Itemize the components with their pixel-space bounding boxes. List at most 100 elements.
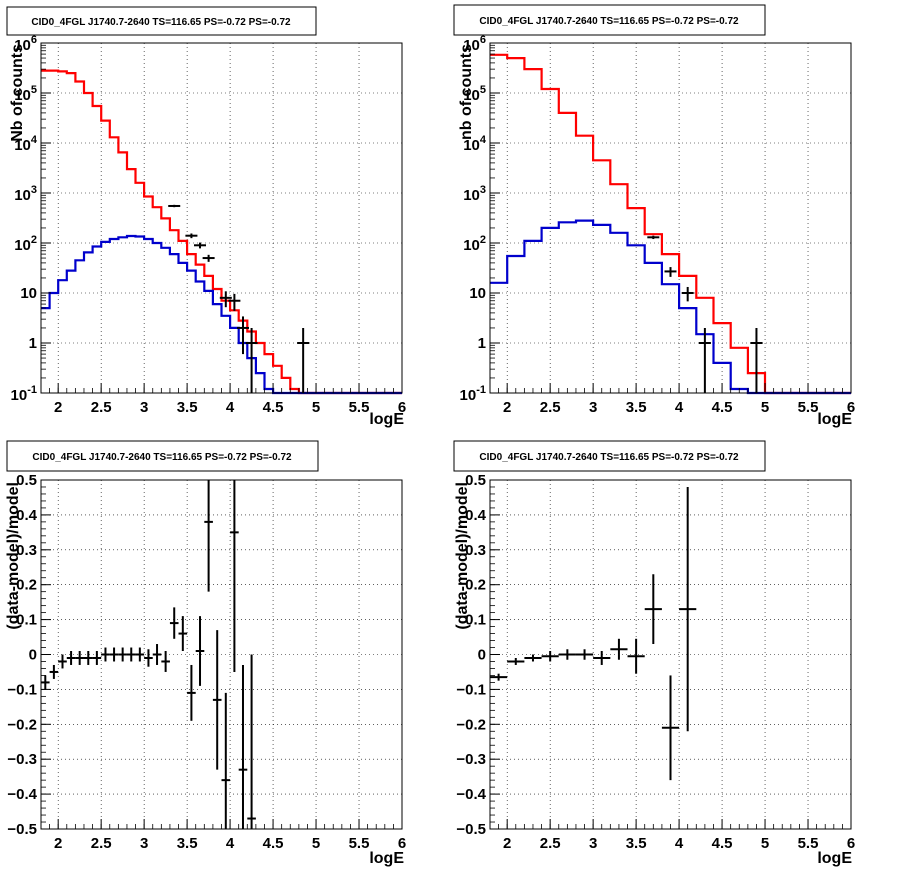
panel-top-right: CID0_4FGL J1740.7-2640 TS=116.65 PS=-0.7… <box>453 4 856 428</box>
plot-frame <box>489 479 852 830</box>
series <box>490 53 851 395</box>
x-tick-label: 5 <box>761 399 769 416</box>
x-tick-label: 4.5 <box>263 835 284 852</box>
x-tick-label: 4 <box>226 835 235 852</box>
y-tick-label: 103 <box>14 184 37 204</box>
y-tick-label: −0.2 <box>456 716 486 733</box>
x-tick-label: 4.5 <box>263 399 284 416</box>
x-tick-label: 2 <box>503 399 511 416</box>
source-model-line <box>41 234 402 395</box>
y-tick-label: 0.3 <box>465 542 486 559</box>
grid <box>41 479 403 830</box>
x-tick-label: 2.5 <box>91 835 112 852</box>
x-tick-label: 3.5 <box>177 835 198 852</box>
x-tick-label: 5.5 <box>349 399 370 416</box>
axis-ticks: 2 2.5 3 3.5 4 4.5 5 5.5 6 −0.5 −0.4 −0.3 −0.2 −0.1 0 0.… <box>456 472 855 852</box>
axis-ticks: 2 2.5 3 3.5 4 4.5 5 5.5 6 −0.5 −0.4 −0.3 −0.2 −0.1 0 0.… <box>7 472 406 852</box>
panel-bottom-left: CID0_4FGL J1740.7-2640 TS=116.65 PS=-0.7… <box>5 440 406 867</box>
plot-frame <box>40 479 403 830</box>
y-tick-label: 10-1 <box>11 384 37 404</box>
x-tick-label: 3.5 <box>177 399 198 416</box>
panel-top-left: CID0_4FGL J1740.7-2640 TS=116.65 PS=-0.7… <box>6 6 406 428</box>
y-tick-label: 0.4 <box>465 507 487 524</box>
y-tick-label: 10 <box>20 285 37 302</box>
x-tick-label: 6 <box>847 399 855 416</box>
x-tick-label: 4.5 <box>712 399 733 416</box>
y-axis-label: (data-model)/model <box>454 482 471 630</box>
chart-title: CID0_4FGL J1740.7-2640 TS=116.65 PS=-0.7… <box>31 17 291 28</box>
y-tick-label: −0.2 <box>7 716 37 733</box>
y-tick-label: 105 <box>463 84 486 104</box>
y-tick-label: 0.3 <box>16 542 37 559</box>
data-points <box>647 235 763 393</box>
x-tick-label: 4 <box>675 835 684 852</box>
y-tick-label: −0.4 <box>456 786 486 803</box>
chart-title: CID0_4FGL J1740.7-2640 TS=116.65 PS=-0.7… <box>479 16 739 27</box>
y-tick-label: −0.5 <box>456 821 486 838</box>
y-tick-label: 0.5 <box>465 472 486 489</box>
x-tick-label: 5.5 <box>798 399 819 416</box>
y-tick-label: −0.3 <box>7 751 37 768</box>
chart-title: CID0_4FGL J1740.7-2640 TS=116.65 PS=-0.7… <box>479 452 739 463</box>
y-tick-label: 0 <box>478 647 486 664</box>
series <box>41 69 402 395</box>
title-box <box>6 6 317 36</box>
axis-ticks: 2 2.5 3 3.5 4 4.5 5 5.5 6 10-1 1 10 102 103 104 105 106 <box>460 34 856 416</box>
x-tick-label: 4 <box>675 399 684 416</box>
x-tick-label: 2.5 <box>91 399 112 416</box>
y-tick-label: 106 <box>463 34 486 54</box>
y-tick-label: 104 <box>14 134 38 154</box>
y-tick-label: 10-1 <box>460 384 486 404</box>
x-tick-label: 3.5 <box>626 399 647 416</box>
total-model-line <box>41 69 402 395</box>
y-tick-label: 103 <box>463 184 486 204</box>
y-tick-label: 102 <box>463 234 486 254</box>
y-tick-label: 105 <box>14 84 37 104</box>
x-tick-label: 3 <box>589 835 597 852</box>
x-tick-label: 5 <box>312 835 320 852</box>
x-axis-label: logE <box>369 850 404 867</box>
y-tick-label: 1 <box>29 335 37 352</box>
x-tick-label: 2 <box>54 835 62 852</box>
y-tick-label: −0.1 <box>456 681 486 698</box>
title-box <box>453 440 766 472</box>
data-points <box>490 486 697 781</box>
x-tick-label: 2.5 <box>540 399 561 416</box>
x-tick-label: 4.5 <box>712 835 733 852</box>
y-tick-label: 0 <box>29 647 37 664</box>
grid <box>490 42 852 394</box>
x-tick-label: 6 <box>398 835 406 852</box>
source-model-line <box>490 219 851 395</box>
y-tick-label: 0.4 <box>16 507 38 524</box>
y-axis-label: nb of counts <box>458 44 475 140</box>
y-tick-label: 106 <box>14 34 37 54</box>
x-tick-label: 2 <box>503 835 511 852</box>
x-tick-label: 3 <box>140 399 148 416</box>
x-axis-label: logE <box>817 850 852 867</box>
y-tick-label: 0.5 <box>16 472 37 489</box>
plot-frame <box>40 42 403 394</box>
x-tick-label: 2.5 <box>540 835 561 852</box>
title-box <box>6 440 319 472</box>
y-tick-label: −0.1 <box>7 681 37 698</box>
y-tick-label: 0.2 <box>465 577 486 594</box>
x-tick-label: 3 <box>140 835 148 852</box>
x-axis-label: logE <box>817 411 852 428</box>
y-axis-label: (data-model)/model <box>5 482 22 630</box>
x-tick-label: 3.5 <box>626 835 647 852</box>
y-tick-label: 0.1 <box>16 612 37 629</box>
x-tick-label: 5 <box>312 399 320 416</box>
chart-title: CID0_4FGL J1740.7-2640 TS=116.65 PS=-0.7… <box>32 452 292 463</box>
total-model-line <box>490 53 851 395</box>
y-tick-label: 102 <box>14 234 37 254</box>
y-tick-label: −0.5 <box>7 821 37 838</box>
y-tick-label: 104 <box>463 134 487 154</box>
x-tick-label: 5 <box>761 835 769 852</box>
x-tick-label: 6 <box>398 399 406 416</box>
data-points <box>41 480 256 829</box>
x-tick-label: 6 <box>847 835 855 852</box>
x-tick-label: 5.5 <box>798 835 819 852</box>
grid <box>41 42 403 394</box>
title-box <box>453 4 766 36</box>
